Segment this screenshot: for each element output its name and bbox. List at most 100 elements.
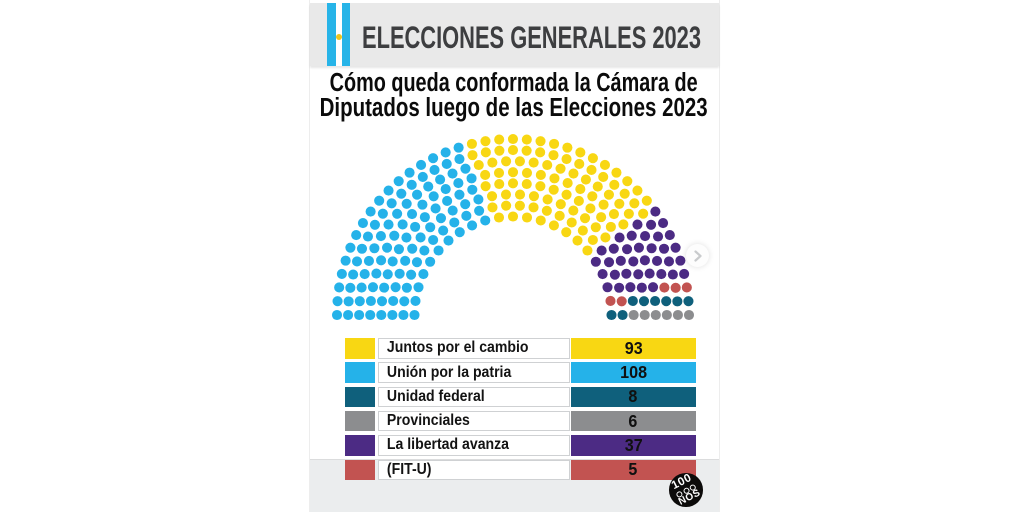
legend-value-cell: 6: [571, 411, 696, 432]
seat-dot: [675, 255, 686, 266]
seat-dot: [417, 171, 428, 182]
seat-dot: [382, 242, 393, 253]
seat-dot: [514, 200, 525, 211]
seat-dot: [555, 199, 566, 210]
seat-dot: [423, 181, 434, 192]
seat-dot: [356, 282, 367, 293]
seat-dot: [412, 189, 423, 200]
seat-dot: [650, 309, 661, 321]
legend-swatch: [345, 362, 375, 383]
seat-dot: [396, 188, 407, 199]
seat-dot: [400, 255, 411, 266]
seat-dot: [667, 269, 678, 280]
seat-dot: [487, 157, 498, 168]
seat-dot: [363, 255, 375, 266]
seat-dot: [367, 282, 379, 293]
legend-label-cell: Provinciales: [377, 410, 570, 432]
legend-swatch: [345, 338, 375, 359]
seat-dot: [494, 145, 505, 156]
seat-dot: [555, 163, 566, 174]
seat-dot: [376, 296, 388, 307]
legend-label: La libertad avanza: [386, 436, 509, 454]
seat-dot: [447, 205, 458, 216]
seat-dot: [618, 219, 629, 230]
chevron-right-icon: [693, 249, 702, 262]
seat-dot: [507, 133, 519, 145]
seat-dot: [521, 145, 532, 156]
seat-dot: [473, 159, 484, 171]
seat-dot: [597, 269, 608, 280]
flag-sun-icon: [336, 34, 342, 40]
seat-dot: [369, 243, 380, 254]
seat-dot: [614, 232, 625, 243]
carousel-next-button[interactable]: [686, 244, 709, 267]
seat-dot: [383, 185, 394, 196]
seat-dot: [548, 220, 559, 231]
seat-dot: [435, 174, 446, 185]
seat-dot: [548, 150, 559, 161]
seat-dot: [640, 231, 651, 242]
seat-dot: [614, 282, 625, 293]
seat-dot: [390, 282, 401, 293]
seat-dot: [354, 296, 365, 307]
seat-dot: [528, 157, 539, 168]
page-title-line1: Cómo queda conformada la Cámara de: [329, 69, 698, 97]
seat-dot: [554, 210, 565, 221]
seat-dot: [670, 282, 681, 293]
seat-dot: [623, 208, 634, 219]
legend-value-cell: 37: [571, 435, 696, 456]
seat-dot: [616, 296, 627, 307]
seat-dot: [521, 167, 533, 178]
seat-dot: [453, 142, 464, 153]
seat-dot: [611, 167, 622, 178]
seat-dot: [661, 296, 672, 307]
seat-dot: [442, 195, 453, 206]
seat-dot: [460, 163, 471, 174]
seat-dot: [587, 153, 598, 164]
seat-dot: [365, 295, 376, 307]
seat-dot: [598, 199, 609, 210]
seat-dot: [561, 189, 572, 200]
seat-dot: [428, 153, 439, 164]
legend-value: 108: [619, 362, 647, 383]
seat-dot: [615, 255, 626, 266]
seat-dot: [480, 169, 491, 181]
seat-dot: [351, 256, 363, 267]
seat-dot: [633, 269, 644, 280]
seat-dot: [507, 167, 519, 178]
seat-dot: [592, 181, 603, 192]
seat-dot: [362, 231, 374, 242]
legend-swatch: [345, 410, 375, 432]
seat-dot: [345, 242, 356, 253]
seat-dot: [535, 169, 546, 181]
legend-row: Juntos por el cambio 93: [310, 338, 719, 359]
seat-dot: [658, 243, 670, 254]
seat-dot: [340, 255, 351, 266]
seat-dot: [562, 142, 573, 153]
seat-dot: [644, 268, 655, 279]
seat-dot: [376, 309, 387, 321]
seat-dot: [387, 256, 398, 267]
seat-dot: [382, 269, 393, 280]
seat-dot: [397, 219, 408, 230]
seat-dot: [664, 230, 675, 241]
seat-dot: [376, 255, 387, 266]
seat-dot: [528, 202, 539, 213]
seat-dot: [548, 184, 559, 195]
seat-dot: [467, 220, 478, 231]
seat-dot: [596, 212, 607, 223]
seat-dot: [659, 282, 670, 293]
seat-dot: [406, 179, 417, 190]
seat-dot: [401, 198, 412, 209]
seat-dot: [429, 164, 440, 176]
seat-dot: [672, 309, 683, 321]
seat-dot: [587, 234, 598, 246]
seat-dot: [460, 199, 471, 210]
flag-stripe-center: [336, 3, 342, 66]
seat-dot: [466, 173, 477, 184]
seat-dot: [535, 147, 546, 158]
seat-dot: [608, 208, 620, 220]
seat-dot: [393, 244, 404, 255]
seat-dot: [480, 181, 491, 192]
